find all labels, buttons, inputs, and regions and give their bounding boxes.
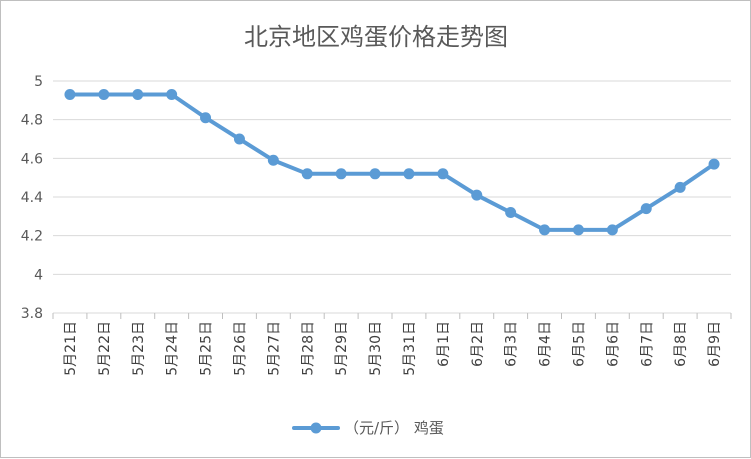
data-point (166, 89, 178, 101)
data-point (301, 168, 313, 180)
data-point (233, 133, 245, 145)
series-line-egg (67, 92, 717, 232)
data-point (505, 206, 517, 218)
legend: （元/斤） 鸡蛋 (292, 419, 444, 437)
x-tick-label: 5月27日 (266, 321, 282, 376)
data-point (64, 89, 76, 101)
x-tick-label: 6月7日 (639, 321, 655, 367)
y-axis: 3.8 4 4.2 4.4 4.6 4.8 5 (21, 74, 43, 322)
x-tick-label: 5月26日 (232, 321, 248, 376)
y-tick-label: 3.8 (21, 306, 43, 322)
data-point (539, 224, 551, 236)
x-tick-label: 6月9日 (707, 321, 723, 367)
x-axis: 5月21日 5月22日 5月23日 5月24日 5月25日 5月26日 5月27日 5月28日… (52, 313, 732, 376)
x-tick-label: 5月29日 (334, 321, 350, 376)
legend-label: （元/斤） 鸡蛋 (344, 419, 444, 437)
x-tick-label: 6月1日 (436, 321, 452, 367)
x-tick-label: 6月3日 (504, 321, 520, 367)
data-point (369, 168, 381, 180)
chart-title: 北京地区鸡蛋价格走势图 (244, 23, 508, 51)
x-tick-label: 6月4日 (538, 321, 554, 367)
y-tick-label: 4.4 (21, 190, 43, 206)
legend-marker (310, 422, 322, 434)
data-point (606, 224, 618, 236)
data-point (471, 189, 483, 201)
x-tick-label: 6月2日 (470, 321, 486, 367)
y-tick-label: 4 (34, 267, 43, 283)
data-point (708, 158, 720, 170)
data-point (98, 89, 110, 101)
data-point (437, 168, 449, 180)
x-tick-label: 5月23日 (131, 321, 147, 376)
x-tick-label: 6月5日 (571, 321, 587, 367)
x-tick-label: 5月21日 (63, 321, 79, 376)
data-point (403, 168, 415, 180)
data-point (640, 203, 652, 215)
x-tick-label: 5月22日 (97, 321, 113, 376)
x-tick-label: 5月25日 (199, 321, 215, 376)
data-point (267, 154, 279, 166)
data-point (674, 181, 686, 193)
data-point (132, 89, 144, 101)
x-tick-label: 5月28日 (300, 321, 316, 376)
series-layer (64, 89, 720, 236)
x-tick-label: 5月30日 (368, 321, 384, 376)
data-point (572, 224, 584, 236)
y-tick-label: 4.2 (21, 229, 43, 245)
y-tick-label: 4.6 (21, 151, 43, 167)
x-tick-label: 5月31日 (402, 321, 418, 376)
x-tick-label: 6月6日 (605, 321, 621, 367)
y-tick-label: 4.8 (21, 113, 43, 129)
data-point (200, 112, 212, 124)
y-tick-label: 5 (34, 74, 43, 90)
grid-lines (53, 80, 731, 314)
x-tick-label: 6月8日 (673, 321, 689, 367)
data-point (335, 168, 347, 180)
x-tick-label: 5月24日 (165, 321, 181, 376)
